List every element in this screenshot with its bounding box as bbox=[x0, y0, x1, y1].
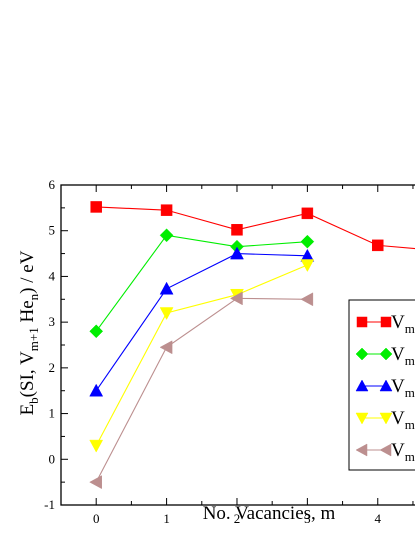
series-1 bbox=[90, 201, 415, 252]
legend-item: Vm bbox=[355, 344, 415, 368]
data-point bbox=[229, 291, 243, 306]
axes: 0 1 2 3 4 -1 0 1 2 3 4 5 6 bbox=[44, 177, 414, 526]
series-line bbox=[95, 297, 308, 483]
y-tick-label: 3 bbox=[49, 314, 56, 329]
data-point bbox=[372, 239, 384, 252]
data-point bbox=[355, 412, 369, 425]
y-tick-label: 2 bbox=[49, 360, 56, 375]
series-4 bbox=[89, 259, 315, 453]
x-tick-label: 3 bbox=[304, 511, 311, 526]
series-line bbox=[95, 234, 308, 332]
legend-item: Vm bbox=[355, 440, 415, 464]
data-point bbox=[159, 340, 173, 355]
y-tick-label: 6 bbox=[49, 177, 56, 192]
legend-item: Vm bbox=[355, 376, 415, 400]
data-point bbox=[159, 307, 174, 321]
data-point bbox=[160, 204, 173, 216]
data-point bbox=[89, 383, 104, 397]
data-point bbox=[89, 475, 102, 490]
x-tick-label: 1 bbox=[163, 511, 170, 526]
series-line bbox=[95, 253, 308, 392]
series-2 bbox=[89, 228, 315, 339]
x-tick-label: 2 bbox=[234, 511, 241, 526]
series-line bbox=[96, 206, 415, 250]
data-point bbox=[300, 292, 314, 307]
y-tick-label: 5 bbox=[49, 223, 56, 238]
data-point bbox=[159, 281, 174, 295]
data-point bbox=[379, 443, 392, 457]
data-point bbox=[89, 439, 104, 453]
y-axis-label: Eb(SI, Vm+1 Hen) / eV bbox=[17, 250, 41, 415]
y-tick-label: 4 bbox=[49, 268, 56, 283]
data-point bbox=[355, 347, 369, 361]
series-layer bbox=[89, 201, 415, 490]
data-point bbox=[300, 234, 315, 249]
legend-label: Vm bbox=[391, 440, 415, 464]
legend-label: Vm bbox=[391, 408, 415, 432]
y-tick-label: 0 bbox=[49, 451, 56, 466]
x-tick-label: 0 bbox=[93, 511, 100, 526]
y-tick-label: 1 bbox=[49, 406, 56, 421]
data-point bbox=[159, 228, 174, 243]
y-tick-label: -1 bbox=[44, 497, 55, 512]
series-5 bbox=[89, 291, 314, 490]
data-point bbox=[355, 443, 368, 457]
x-tick-label: 4 bbox=[375, 511, 382, 526]
data-point bbox=[380, 316, 392, 328]
legend-label: Vm bbox=[391, 344, 415, 368]
data-point bbox=[89, 324, 104, 339]
legend-item: Vm bbox=[356, 312, 415, 336]
legend-label: Vm bbox=[391, 376, 415, 400]
series-3 bbox=[89, 246, 315, 397]
data-point bbox=[379, 412, 393, 425]
data-point bbox=[230, 246, 244, 260]
series-line bbox=[95, 264, 308, 446]
data-point bbox=[300, 259, 315, 273]
data-point bbox=[356, 316, 368, 328]
legend: Vm Vm Vm Vm Vm bbox=[348, 299, 415, 471]
data-point bbox=[379, 347, 393, 361]
data-point bbox=[90, 201, 102, 213]
data-point bbox=[231, 224, 243, 236]
x-axis-label: No. Vacancies, m bbox=[203, 503, 336, 524]
legend-label: Vm bbox=[391, 312, 415, 336]
data-point bbox=[301, 207, 314, 220]
data-point bbox=[379, 379, 393, 392]
legend-item: Vm bbox=[355, 408, 415, 432]
data-point bbox=[355, 379, 369, 392]
